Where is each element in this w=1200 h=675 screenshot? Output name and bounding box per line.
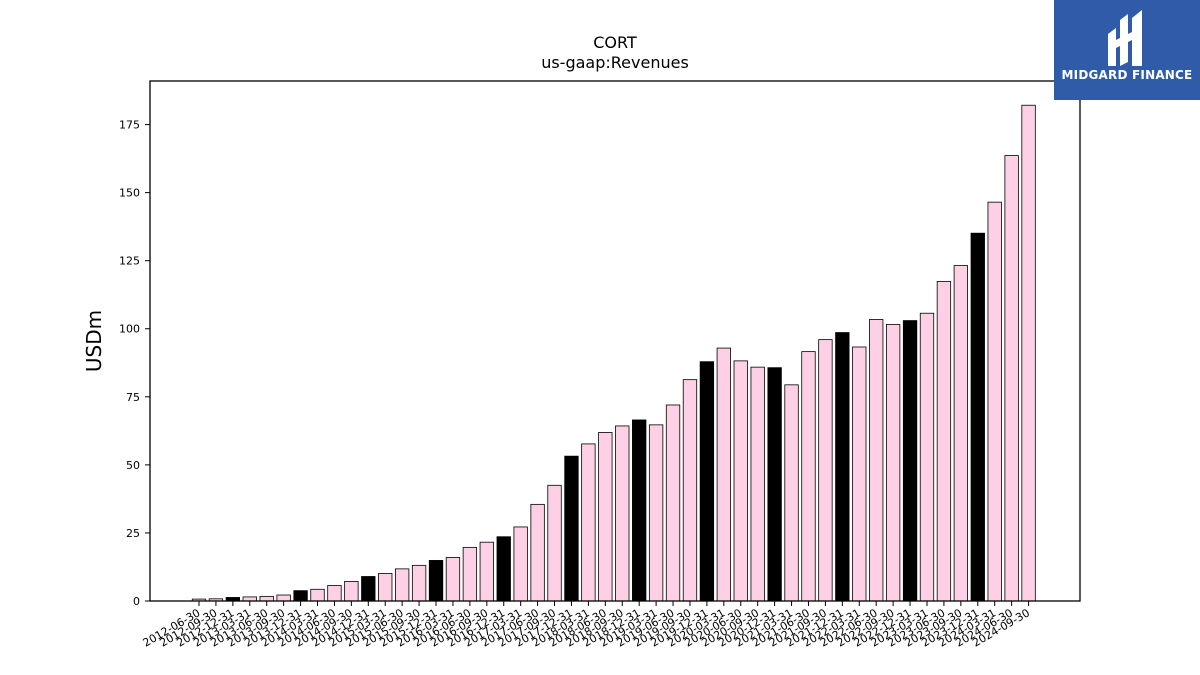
bar-2015-12-31 [428, 560, 444, 602]
bar-2024-03-31 [987, 201, 1002, 602]
plot-frame [149, 80, 1081, 602]
bars-group [191, 104, 1036, 602]
bar-2015-06-30 [395, 568, 410, 602]
bar-2018-03-31 [581, 443, 596, 602]
bar-2013-09-30 [276, 594, 291, 602]
bar-2020-06-30 [733, 360, 748, 602]
bar-2019-06-30 [665, 404, 681, 602]
bar-2017-12-31 [564, 455, 579, 602]
bar-2013-06-30 [259, 595, 274, 602]
bar-2015-09-30 [411, 564, 427, 602]
bar-2018-12-31 [632, 419, 647, 602]
bar-2016-12-31 [496, 536, 511, 602]
bar-2015-03-31 [378, 573, 393, 602]
bar-2020-12-31 [767, 367, 782, 602]
bar-2018-06-30 [598, 432, 613, 602]
bar-2021-06-30 [801, 351, 816, 602]
bar-2016-09-30 [479, 541, 494, 602]
chart-title: CORT [593, 33, 637, 52]
y-axis-label: USDm [82, 310, 106, 372]
y-tick-label: 0 [133, 595, 140, 608]
logo-text: MIDGARD FINANCE [1061, 68, 1193, 82]
y-tick-label: 50 [126, 459, 140, 472]
midgard-logo: MIDGARD FINANCE [1054, 0, 1200, 100]
bar-2022-09-30 [885, 323, 901, 602]
bar-2020-03-31 [716, 347, 731, 602]
bar-2021-09-30 [818, 339, 833, 602]
bar-2018-09-30 [615, 425, 630, 602]
y-tick-label: 150 [119, 187, 140, 200]
bar-2023-09-30 [953, 265, 968, 602]
bar-2019-09-30 [682, 379, 698, 602]
bar-2013-12-31 [293, 590, 308, 602]
chart-subtitle: us-gaap:Revenues [541, 53, 689, 72]
bar-2024-06-30 [1004, 155, 1019, 602]
bar-2014-06-30 [327, 585, 342, 602]
bar-2022-12-31 [902, 320, 918, 602]
bar-2022-03-31 [852, 346, 867, 602]
bar-2023-06-30 [936, 280, 952, 602]
y-axis-ticks: 0 25 50 75 100 125 150 175 [119, 119, 150, 608]
bar-2017-03-31 [513, 526, 528, 602]
y-tick-label: 175 [119, 119, 140, 132]
y-tick-label: 75 [126, 391, 140, 404]
bar-2014-03-31 [310, 588, 325, 602]
y-tick-label: 125 [119, 255, 140, 268]
bar-2016-06-30 [462, 546, 478, 602]
bar-2020-09-30 [750, 366, 765, 602]
bar-2017-06-30 [530, 503, 545, 602]
bar-2019-03-31 [648, 424, 664, 602]
bar-2017-09-30 [547, 484, 562, 602]
bar-2024-09-30 [1021, 104, 1036, 602]
x-axis-ticks: 2012-06-302012-09-302012-12-312013-03-31… [141, 601, 1032, 650]
bar-2019-12-31 [699, 361, 715, 602]
bar-2021-12-31 [835, 332, 850, 602]
bar-2014-09-30 [344, 581, 359, 602]
bar-2023-12-31 [970, 232, 985, 602]
bar-2021-03-31 [784, 384, 799, 602]
bar-2022-06-30 [869, 319, 884, 602]
y-tick-label: 100 [119, 323, 140, 336]
bar-2014-12-31 [361, 576, 376, 602]
midgard-logo-icon [1108, 10, 1142, 66]
bar-2023-03-31 [919, 312, 935, 602]
bar-2016-03-31 [445, 557, 461, 602]
y-tick-label: 25 [126, 527, 140, 540]
